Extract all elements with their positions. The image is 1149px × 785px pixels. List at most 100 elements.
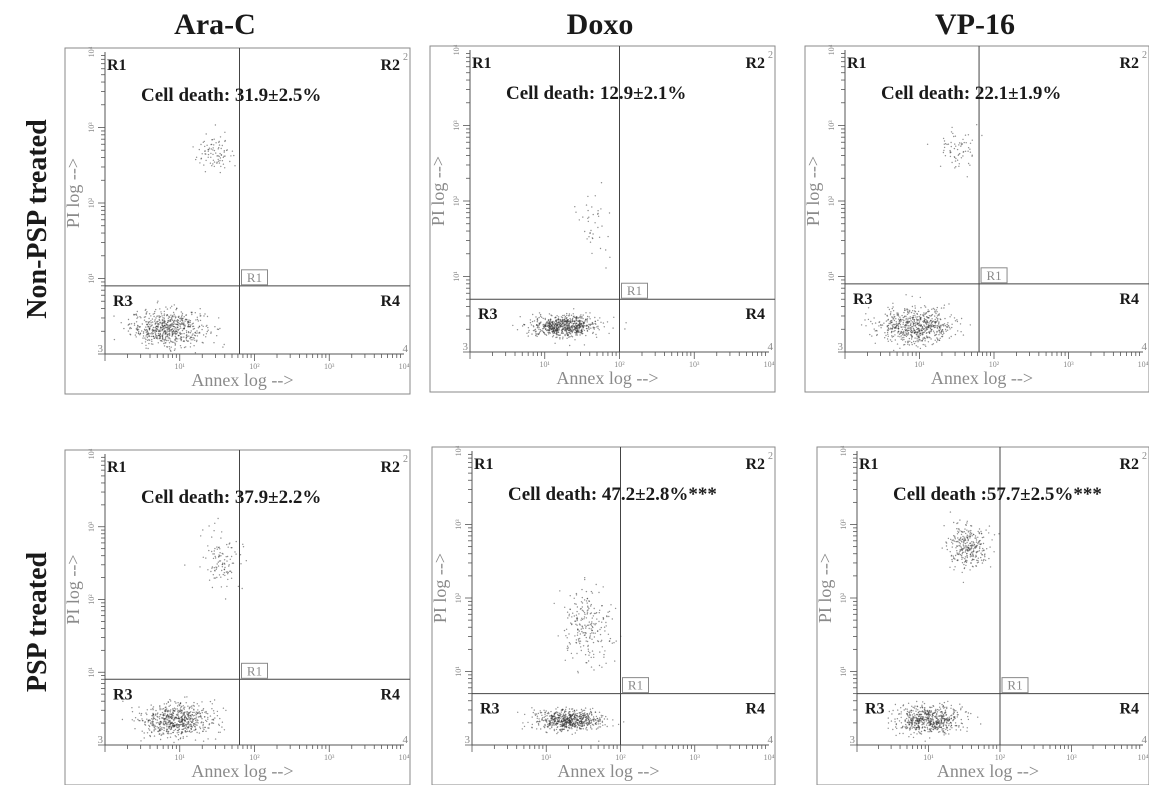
scatter-point (905, 315, 907, 317)
scatter-point (557, 334, 559, 336)
scatter-point (954, 143, 956, 145)
scatter-point (189, 336, 192, 339)
scatter-point (953, 317, 956, 319)
corner-number-3: 3 (838, 341, 844, 353)
scatter-point (569, 727, 571, 730)
scatter-point (566, 319, 569, 321)
scatter-point (216, 710, 219, 713)
scatter-point (556, 332, 558, 334)
scatter-point (555, 711, 558, 713)
scatter-point (224, 167, 226, 169)
scatter-point (208, 724, 210, 726)
scatter-point (594, 624, 596, 626)
scatter-point (939, 328, 942, 330)
x-tick-label: 10³ (689, 360, 700, 369)
scatter-point (570, 726, 572, 729)
scatter-point (581, 717, 583, 720)
scatter-point (884, 332, 886, 334)
scatter-point (947, 143, 950, 145)
scatter-point (919, 720, 921, 722)
scatter-point (222, 346, 224, 348)
scatter-point (188, 719, 190, 721)
scatter-point (559, 723, 561, 726)
scatter-point (174, 348, 176, 350)
scatter-point (193, 717, 196, 720)
scatter-point (191, 313, 193, 316)
scatter-point (149, 327, 151, 330)
scatter-point (146, 330, 149, 332)
scatter-point (164, 713, 166, 715)
scatter-point (165, 332, 167, 335)
scatter-point (176, 328, 178, 330)
scatter-point (545, 333, 547, 336)
scatter-point (919, 314, 922, 316)
scatter-point (201, 721, 203, 723)
scatter-point (582, 610, 585, 612)
scatter-point (218, 317, 220, 319)
scatter-point (547, 331, 549, 334)
scatter-point (140, 317, 142, 319)
scatter-point (557, 316, 560, 318)
scatter-point (172, 328, 174, 330)
scatter-point (159, 337, 161, 339)
scatter-point (940, 333, 942, 335)
scatter-point (919, 338, 921, 341)
scatter-point (910, 322, 912, 324)
scatter-point (153, 726, 155, 728)
scatter-point (539, 329, 542, 331)
scatter-point (945, 724, 947, 726)
scatter-point (911, 725, 913, 727)
scatter-point (205, 730, 207, 732)
scatter-point (942, 329, 944, 331)
scatter-point (177, 714, 179, 716)
scatter-point (580, 317, 582, 319)
scatter-point (592, 716, 595, 718)
scatter-point (552, 716, 554, 718)
scatter-point (165, 722, 168, 725)
scatter-point (617, 723, 620, 726)
scatter-point (181, 720, 183, 723)
scatter-point (916, 733, 918, 735)
scatter-point (190, 723, 192, 726)
scatter-point (201, 328, 203, 331)
scatter-point (158, 730, 160, 733)
scatter-point (888, 710, 890, 713)
scatter-point (179, 325, 181, 328)
scatter-point (604, 650, 606, 652)
scatter-point (969, 148, 971, 150)
scatter-point (580, 325, 582, 327)
scatter-point (576, 619, 578, 622)
corner-number-3: 3 (465, 734, 471, 746)
scatter-point (191, 717, 193, 720)
scatter-point (585, 716, 588, 718)
scatter-point (188, 319, 190, 321)
scatter-point (916, 718, 918, 720)
scatter-point (163, 724, 165, 726)
scatter-point (913, 322, 915, 324)
scatter-point (608, 212, 611, 214)
scatter-point (187, 727, 189, 729)
scatter-point (940, 715, 943, 717)
scatter-point (196, 719, 198, 721)
scatter-point (220, 586, 223, 588)
scatter-point (167, 709, 169, 712)
scatter-point (905, 319, 907, 321)
scatter-point (569, 344, 571, 347)
scatter-point (188, 724, 190, 726)
scatter-point (223, 572, 225, 574)
scatter-point (163, 331, 166, 333)
scatter-point (157, 328, 159, 331)
scatter-point (166, 346, 169, 348)
scatter-point (926, 726, 928, 729)
scatter-point (159, 724, 161, 726)
scatter-point (908, 325, 910, 327)
scatter-point (517, 711, 519, 713)
scatter-point (931, 717, 934, 719)
scatter-point (151, 333, 153, 335)
quadrant-label-r1: R1 (472, 55, 492, 72)
scatter-point (585, 728, 587, 730)
scatter-point (555, 336, 557, 339)
scatter-point (213, 144, 215, 146)
scatter-point (591, 252, 593, 255)
